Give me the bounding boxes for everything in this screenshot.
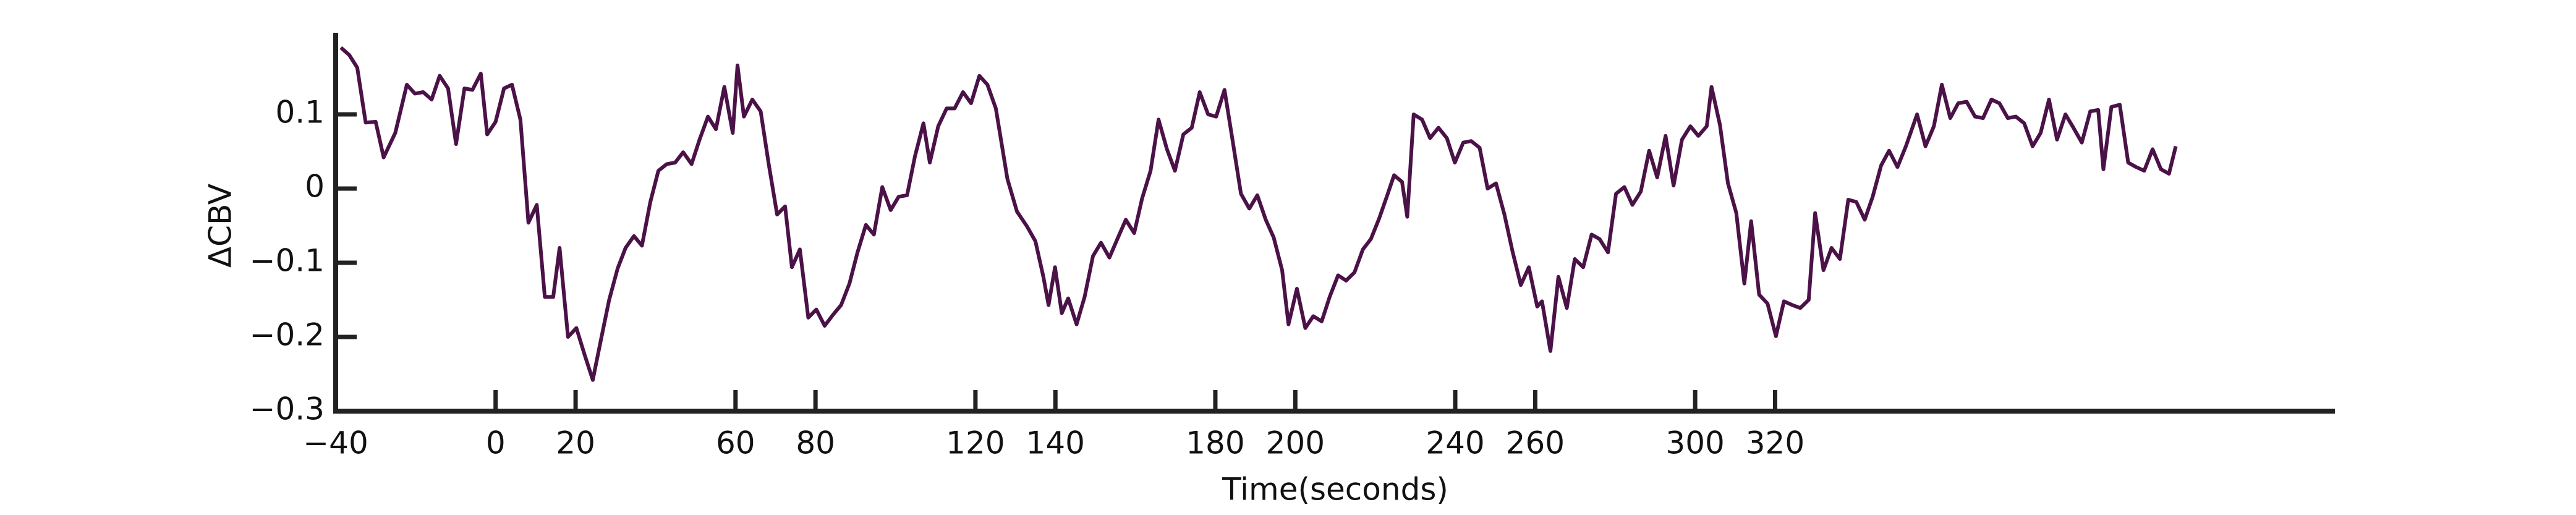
y-tick-label: 0	[305, 169, 325, 205]
x-tick-label: 300	[1665, 425, 1724, 461]
y-tick-label: −0.2	[250, 317, 325, 353]
x-tick-label: 180	[1186, 425, 1244, 461]
y-tick-label: −0.1	[250, 243, 325, 279]
x-axis-label: Time(seconds)	[1222, 472, 1448, 508]
x-tick-label: 80	[796, 425, 835, 461]
x-tick-label: −40	[303, 425, 368, 461]
x-tick-label: 120	[946, 425, 1005, 461]
x-tick-label: 320	[1746, 425, 1804, 461]
x-tick-label: 140	[1026, 425, 1085, 461]
x-tick-label: 260	[1506, 425, 1565, 461]
x-tick-label: 20	[556, 425, 595, 461]
x-tick-label: 200	[1266, 425, 1325, 461]
y-tick-label: 0.1	[275, 95, 325, 130]
data-line	[339, 46, 2178, 382]
x-tick-label: 0	[486, 425, 506, 461]
x-tick-label: 60	[716, 425, 755, 461]
x-tick-label: 240	[1426, 425, 1484, 461]
y-tick-label: −0.3	[250, 391, 325, 427]
y-axis-label: ΔCBV	[203, 184, 239, 268]
